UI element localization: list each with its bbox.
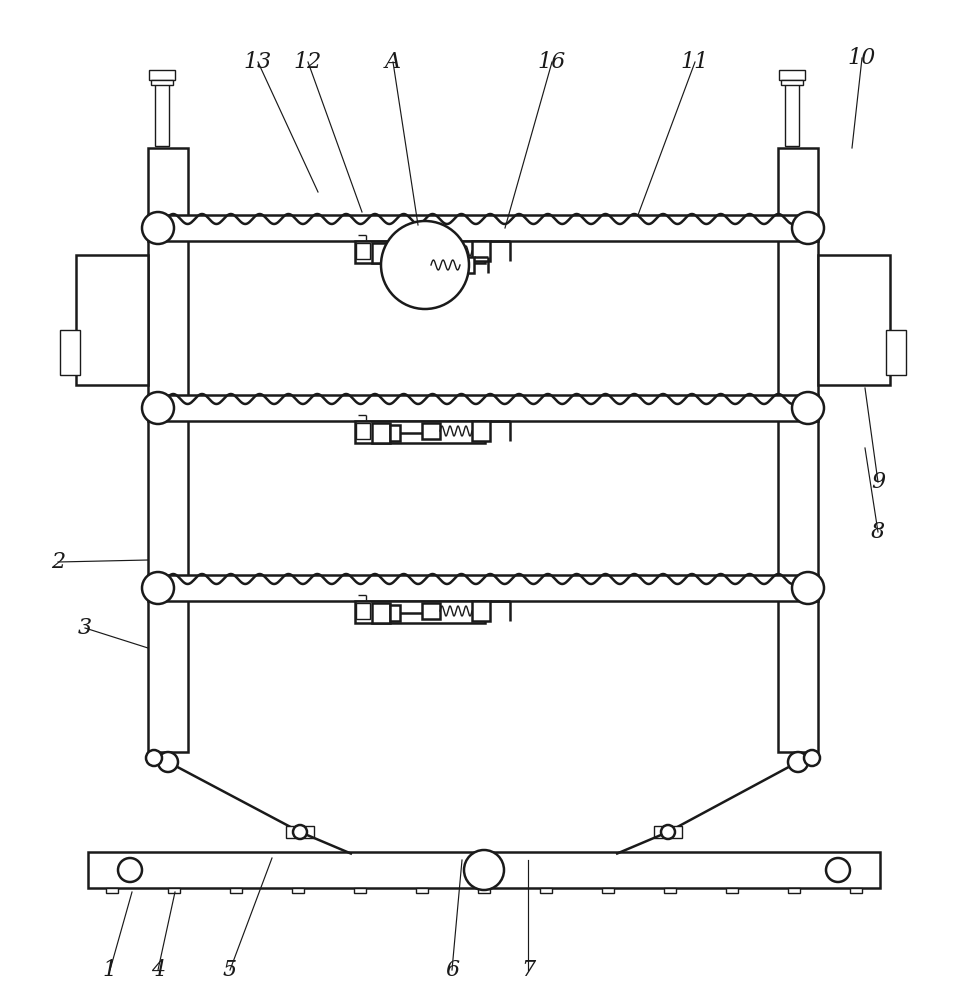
- Bar: [354, 888, 366, 893]
- Bar: [654, 826, 682, 838]
- Bar: [148, 395, 818, 421]
- Text: A: A: [385, 51, 401, 73]
- Bar: [472, 421, 490, 441]
- Text: 13: 13: [244, 51, 272, 73]
- Bar: [602, 888, 614, 893]
- Text: 1: 1: [103, 959, 117, 981]
- Text: 11: 11: [681, 51, 709, 73]
- Circle shape: [792, 392, 824, 424]
- Bar: [168, 888, 180, 893]
- Circle shape: [142, 212, 174, 244]
- Bar: [779, 70, 805, 80]
- Bar: [390, 605, 400, 621]
- Bar: [372, 243, 390, 263]
- Bar: [355, 601, 485, 623]
- Bar: [88, 852, 880, 888]
- Text: 9: 9: [871, 471, 885, 493]
- Bar: [355, 241, 485, 263]
- Bar: [286, 826, 314, 838]
- Bar: [148, 215, 818, 241]
- Bar: [726, 888, 738, 893]
- Bar: [148, 575, 818, 601]
- Text: 16: 16: [538, 51, 566, 73]
- Bar: [422, 423, 440, 439]
- Bar: [372, 603, 390, 623]
- Circle shape: [158, 752, 178, 772]
- Bar: [422, 603, 440, 619]
- Bar: [778, 148, 818, 752]
- Bar: [785, 78, 799, 146]
- Bar: [405, 257, 421, 273]
- Bar: [422, 243, 440, 259]
- Bar: [230, 888, 242, 893]
- Bar: [472, 241, 490, 261]
- Circle shape: [792, 212, 824, 244]
- Circle shape: [464, 850, 504, 890]
- Bar: [390, 425, 400, 441]
- Bar: [155, 78, 169, 146]
- Bar: [664, 888, 676, 893]
- Circle shape: [146, 750, 162, 766]
- Circle shape: [661, 825, 675, 839]
- Bar: [460, 257, 474, 273]
- Text: 8: 8: [871, 521, 885, 543]
- Bar: [76, 255, 148, 385]
- Bar: [818, 255, 890, 385]
- Text: 7: 7: [521, 959, 535, 981]
- Bar: [60, 330, 80, 375]
- Circle shape: [142, 572, 174, 604]
- Circle shape: [381, 221, 469, 309]
- Bar: [356, 243, 370, 259]
- Bar: [416, 888, 428, 893]
- Text: 3: 3: [78, 617, 92, 639]
- Bar: [151, 80, 173, 85]
- Text: 4: 4: [151, 959, 165, 981]
- Bar: [391, 259, 405, 273]
- Circle shape: [804, 750, 820, 766]
- Bar: [540, 888, 552, 893]
- Bar: [148, 148, 188, 752]
- Bar: [149, 70, 175, 80]
- Circle shape: [826, 858, 850, 882]
- Circle shape: [788, 752, 808, 772]
- Text: 6: 6: [445, 959, 459, 981]
- Text: 10: 10: [848, 47, 876, 69]
- Bar: [355, 421, 485, 443]
- Bar: [356, 423, 370, 439]
- Bar: [478, 888, 490, 893]
- Text: 12: 12: [294, 51, 322, 73]
- Bar: [886, 330, 906, 375]
- Text: 2: 2: [51, 551, 65, 573]
- Bar: [781, 80, 803, 85]
- Text: 5: 5: [223, 959, 237, 981]
- Bar: [372, 423, 390, 443]
- Bar: [850, 888, 862, 893]
- Circle shape: [142, 392, 174, 424]
- Bar: [106, 888, 118, 893]
- Circle shape: [792, 572, 824, 604]
- Circle shape: [118, 858, 142, 882]
- Bar: [356, 603, 370, 619]
- Bar: [390, 245, 400, 261]
- Bar: [472, 601, 490, 621]
- Bar: [421, 259, 431, 271]
- Bar: [788, 888, 800, 893]
- Bar: [292, 888, 304, 893]
- Circle shape: [293, 825, 307, 839]
